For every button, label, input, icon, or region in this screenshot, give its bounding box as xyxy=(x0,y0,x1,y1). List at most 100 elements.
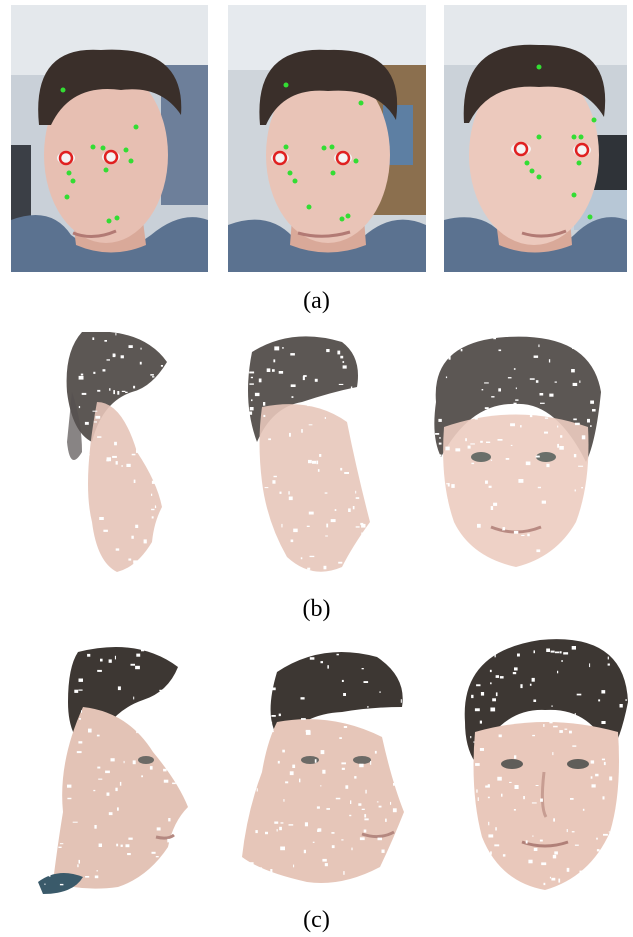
speckle-hole xyxy=(349,814,352,817)
speckle-hole xyxy=(343,693,346,696)
speckle-hole xyxy=(389,449,392,451)
speckle-hole xyxy=(492,698,496,702)
speckle-hole xyxy=(266,368,271,372)
speckle-hole xyxy=(272,369,275,372)
speckle-hole xyxy=(308,511,314,515)
speckle-hole xyxy=(384,477,390,480)
speckle-hole xyxy=(54,563,58,566)
speckle-hole xyxy=(249,862,254,866)
speckle-hole xyxy=(557,443,559,448)
speckle-hole xyxy=(337,350,341,355)
speckle-hole xyxy=(380,467,384,471)
speckle-hole xyxy=(455,448,461,452)
speckle-hole xyxy=(440,513,445,516)
speckle-hole xyxy=(46,456,51,459)
speckle-hole xyxy=(551,705,553,707)
speckle-hole xyxy=(552,752,554,756)
speckle-hole xyxy=(602,796,605,800)
speckle-hole xyxy=(324,492,328,494)
speckle-hole xyxy=(131,535,134,539)
speckle-hole xyxy=(529,378,535,380)
speckle-hole xyxy=(471,694,474,699)
speckle-hole xyxy=(590,776,593,779)
speckle-hole xyxy=(601,721,606,724)
speckle-hole xyxy=(45,831,48,835)
speckle-hole xyxy=(512,672,517,675)
speckle-hole xyxy=(269,559,272,563)
speckle-hole xyxy=(579,380,581,383)
speckle-hole xyxy=(135,665,140,670)
speckle-hole xyxy=(325,535,328,537)
speckle-hole xyxy=(288,496,293,501)
speckle-hole xyxy=(363,437,369,440)
speckle-hole xyxy=(595,773,599,777)
speckle-hole xyxy=(509,781,512,783)
speckle-hole xyxy=(119,781,122,786)
speckle-hole xyxy=(248,683,251,685)
speckle-holes-b3 xyxy=(416,332,616,582)
speckle-hole xyxy=(52,801,55,805)
speckle-hole xyxy=(345,563,349,566)
speckle-hole xyxy=(535,785,539,786)
speckle-hole xyxy=(171,519,175,522)
speckle-hole xyxy=(465,438,467,442)
speckle-hole xyxy=(97,389,101,392)
speckle-hole xyxy=(573,454,577,458)
speckle-hole xyxy=(61,556,65,559)
speckle-hole xyxy=(480,440,483,443)
speckle-hole xyxy=(532,835,534,837)
speckle-hole xyxy=(574,713,576,715)
speckle-hole xyxy=(499,676,504,679)
speckle-hole xyxy=(67,797,72,800)
speckle-hole xyxy=(607,656,609,660)
speckle-hole xyxy=(480,692,485,696)
speckle-hole xyxy=(358,803,362,806)
speckle-hole xyxy=(505,458,510,460)
speckle-hole xyxy=(583,339,586,341)
speckle-hole xyxy=(317,828,322,832)
speckle-hole xyxy=(86,454,90,456)
speckle-hole xyxy=(608,831,610,833)
speckle-hole xyxy=(590,425,592,427)
speckle-hole xyxy=(554,381,557,383)
speckle-hole xyxy=(187,464,192,467)
speckle-hole xyxy=(99,517,104,520)
speckle-hole xyxy=(136,449,139,453)
speckle-hole xyxy=(58,435,60,438)
speckle-hole xyxy=(384,891,390,893)
speckle-hole xyxy=(439,437,441,439)
speckle-hole xyxy=(621,843,625,847)
speckle-hole xyxy=(592,409,596,412)
speckle-hole xyxy=(54,482,57,486)
speckle-hole xyxy=(535,455,540,458)
speckle-hole xyxy=(259,721,265,723)
speckle-hole xyxy=(619,704,623,708)
speckle-hole xyxy=(66,525,70,528)
dense-cloud-profile-svg xyxy=(30,647,203,897)
speckle-hole xyxy=(293,864,295,868)
speckle-hole xyxy=(305,729,311,732)
speckle-hole xyxy=(44,337,47,342)
speckle-hole xyxy=(344,472,349,474)
speckle-hole xyxy=(115,332,117,336)
speckle-hole xyxy=(338,383,344,385)
speckle-hole xyxy=(362,709,367,713)
speckle-hole xyxy=(117,391,120,395)
speckle-hole xyxy=(241,553,246,556)
speckle-hole xyxy=(448,579,453,582)
speckle-hole xyxy=(598,568,602,570)
speckle-hole xyxy=(498,388,501,392)
speckle-hole xyxy=(238,340,239,343)
speckle-hole xyxy=(351,397,354,401)
speckle-hole xyxy=(194,379,197,382)
speckle-hole xyxy=(446,499,448,502)
speckle-hole xyxy=(154,505,156,509)
speckle-hole xyxy=(187,895,189,897)
speckle-hole xyxy=(359,837,365,841)
speckle-hole xyxy=(342,365,347,369)
speckle-hole xyxy=(115,461,118,465)
speckle-hole xyxy=(89,569,94,572)
speckle-hole xyxy=(36,676,40,678)
speckle-hole xyxy=(163,768,167,772)
speckle-hole xyxy=(116,843,119,847)
